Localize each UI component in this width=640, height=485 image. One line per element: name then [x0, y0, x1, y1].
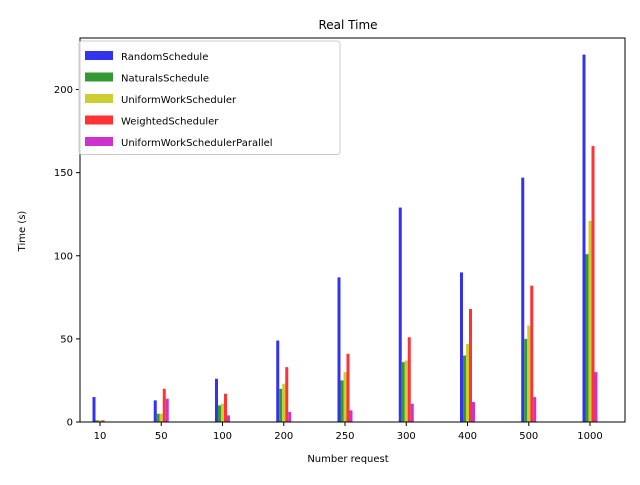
- legend-label-WeightedScheduler: WeightedScheduler: [121, 117, 219, 128]
- bar-WeightedScheduler-250: [346, 353, 350, 422]
- bar-UniformWorkSchedulerParallel-200: [288, 412, 292, 422]
- bar-UniformWorkSchedulerParallel-100: [227, 415, 230, 422]
- x-tick-label: 500: [519, 431, 538, 442]
- bar-UniformWorkScheduler-200: [282, 383, 286, 422]
- bar-NaturalsSchedule-200: [279, 388, 283, 422]
- bar-UniformWorkScheduler-50: [159, 413, 163, 422]
- bar-NaturalsSchedule-300: [401, 362, 405, 422]
- legend-swatch-UniformWorkScheduler: [85, 94, 113, 103]
- bar-NaturalsSchedule-100: [218, 405, 221, 422]
- legend-box: [78, 40, 341, 155]
- chart-title: Real Time: [318, 18, 377, 32]
- bar-NaturalsSchedule-500: [524, 338, 528, 422]
- legend-swatch-RandomSchedule: [85, 51, 113, 60]
- plot-frame: [79, 37, 626, 423]
- bar-NaturalsSchedule-50: [156, 413, 160, 422]
- y-tick-label: 100: [54, 251, 73, 262]
- bar-RandomSchedule-400: [460, 272, 463, 422]
- bar-WeightedScheduler-400: [469, 308, 472, 422]
- x-tick-label: 200: [274, 431, 293, 442]
- bar-UniformWorkSchedulerParallel-500: [533, 397, 537, 422]
- legend-label-NaturalsSchedule: NaturalsSchedule: [121, 74, 209, 85]
- bar-UniformWorkScheduler-100: [221, 403, 224, 422]
- y-tick-label: 150: [54, 168, 73, 179]
- bar-UniformWorkScheduler-10: [98, 420, 102, 422]
- bar-UniformWorkSchedulerParallel-50: [165, 398, 169, 422]
- x-tick-label: 10: [94, 431, 107, 442]
- bar-WeightedScheduler-1000: [591, 146, 595, 423]
- y-tick-label: 200: [54, 85, 73, 96]
- bar-WeightedScheduler-500: [530, 285, 534, 422]
- bar-RandomSchedule-1000: [582, 54, 586, 423]
- bar-UniformWorkScheduler-400: [466, 343, 469, 422]
- bars-layer: [92, 54, 598, 423]
- bar-RandomSchedule-300: [398, 207, 402, 422]
- y-tick-label: 50: [60, 334, 73, 345]
- bar-NaturalsSchedule-400: [463, 355, 466, 422]
- bar-WeightedScheduler-50: [162, 388, 166, 422]
- legend: RandomSchedule NaturalsSchedule UniformWor…: [78, 40, 341, 155]
- legend-label-RandomSchedule: RandomSchedule: [121, 52, 208, 63]
- x-tick-label: 300: [397, 431, 416, 442]
- legend-swatch-NaturalsSchedule: [85, 72, 113, 82]
- y-axis-label: Time (s): [17, 211, 28, 253]
- bar-NaturalsSchedule-1000: [585, 254, 589, 422]
- bar-UniformWorkScheduler-1000: [588, 220, 592, 422]
- bar-WeightedScheduler-10: [101, 420, 105, 422]
- bar-RandomSchedule-10: [92, 397, 96, 422]
- bar-WeightedScheduler-300: [407, 337, 411, 422]
- bar-UniformWorkScheduler-500: [527, 325, 531, 422]
- bar-RandomSchedule-50: [153, 400, 157, 422]
- x-axis-label: Number request: [307, 454, 388, 465]
- bar-RandomSchedule-250: [337, 277, 341, 422]
- legend-swatch-WeightedScheduler: [85, 115, 113, 125]
- bar-UniformWorkSchedulerParallel-400: [472, 402, 475, 422]
- legend-swatch-UniformWorkSchedulerParallel: [85, 137, 113, 146]
- bar-RandomSchedule-200: [276, 340, 280, 422]
- bar-UniformWorkSchedulerParallel-250: [349, 410, 353, 422]
- bar-RandomSchedule-500: [521, 177, 525, 422]
- legend-label-UniformWorkSchedulerParallel: UniformWorkSchedulerParallel: [121, 138, 273, 149]
- legend-label-UniformWorkScheduler: UniformWorkScheduler: [121, 95, 237, 106]
- bar-RandomSchedule-100: [215, 378, 218, 422]
- bar-UniformWorkScheduler-250: [343, 372, 347, 422]
- x-tick-label: 100: [213, 431, 232, 442]
- axes-layer: 10 50 100 200 250 300 400 500 1000 0 50 100 150 200: [54, 37, 626, 442]
- bar-UniformWorkSchedulerParallel-300: [410, 403, 414, 422]
- x-tick-label: 400: [458, 431, 477, 442]
- y-tick-label: 0: [67, 418, 73, 429]
- bar-NaturalsSchedule-250: [340, 380, 344, 422]
- bar-NaturalsSchedule-10: [95, 420, 99, 422]
- bar-UniformWorkSchedulerParallel-1000: [594, 372, 598, 422]
- bar-UniformWorkScheduler-300: [404, 360, 408, 422]
- x-tick-label: 250: [335, 431, 354, 442]
- x-tick-label: 50: [155, 431, 168, 442]
- bar-WeightedScheduler-100: [224, 393, 227, 422]
- bar-WeightedScheduler-200: [285, 367, 289, 422]
- x-tick-label: 1000: [577, 431, 602, 442]
